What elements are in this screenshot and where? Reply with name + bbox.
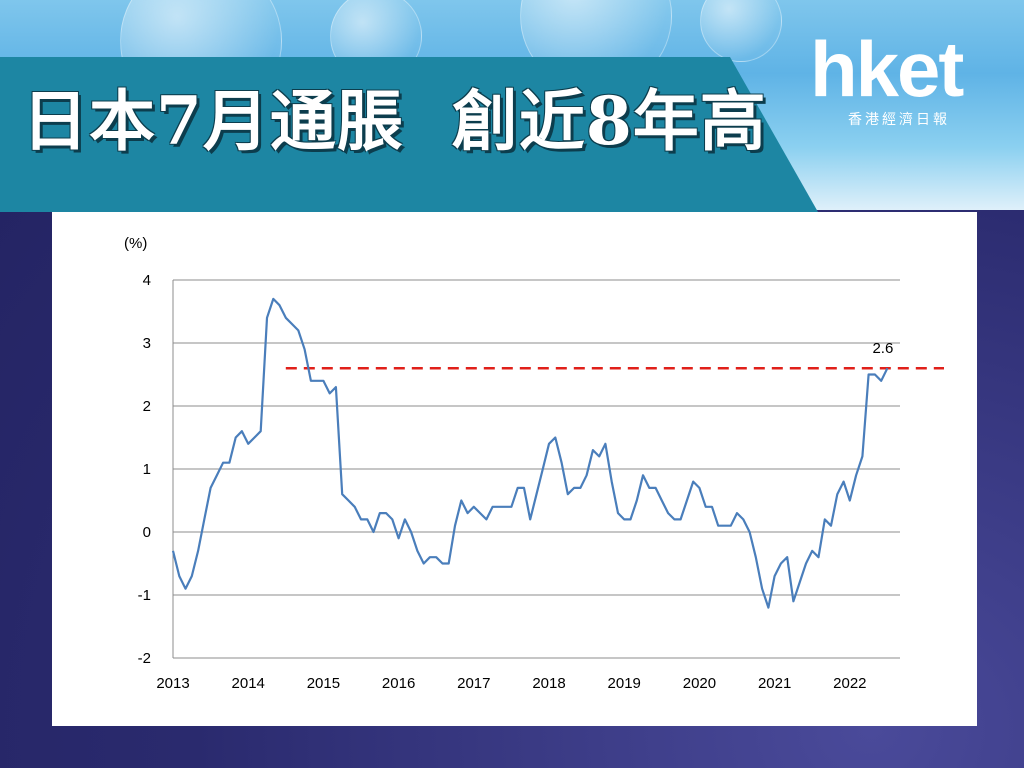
y-tick-label: 3 (143, 335, 151, 352)
y-tick-label: 4 (143, 272, 151, 289)
x-tick-label: 2020 (683, 675, 716, 692)
x-tick-label: 2022 (833, 675, 866, 692)
x-tick-label: 2014 (232, 675, 265, 692)
latest-value-annotation: 2.6 (872, 340, 893, 357)
y-tick-label: 2 (143, 398, 151, 415)
y-tick-label: -1 (138, 587, 151, 604)
x-tick-label: 2013 (156, 675, 189, 692)
x-tick-label: 2017 (457, 675, 490, 692)
x-tick-label: 2021 (758, 675, 791, 692)
series-group (171, 297, 889, 609)
chart-panel: (%) 2.6 4 3 2 1 0 -1 -2 2013 2014 2015 2016 2017 201… (52, 212, 977, 726)
labels: (%) 2.6 4 3 2 1 0 -1 -2 2013 2014 2015 2016 2017 201… (124, 235, 893, 692)
inflation-line-chart: (%) 2.6 4 3 2 1 0 -1 -2 2013 2014 2015 2016 2017 201… (124, 235, 944, 692)
y-tick-label: 0 (143, 524, 151, 541)
title-banner (0, 57, 818, 212)
y-axis-unit-label: (%) (124, 235, 147, 252)
y-tick-label: 1 (143, 461, 151, 478)
y-tick-label: -2 (138, 650, 151, 667)
gridlines (173, 279, 900, 659)
x-tick-label: 2015 (307, 675, 340, 692)
axes (172, 280, 900, 659)
x-tick-label: 2019 (608, 675, 641, 692)
page-title: 日本7月通脹 創近8年高 (22, 82, 767, 160)
hket-logo-subtitle: 香港經濟日報 (848, 112, 950, 128)
x-tick-label: 2016 (382, 675, 415, 692)
decorative-bubble (700, 0, 782, 62)
cpi-series-line (171, 297, 889, 609)
hket-logo: hket (810, 25, 964, 113)
x-tick-label: 2018 (532, 675, 565, 692)
